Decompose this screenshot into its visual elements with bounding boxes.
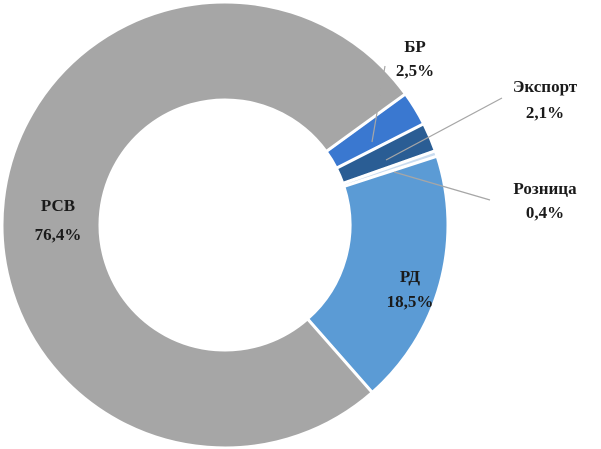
slice-label-value: 2,1% [526,103,564,122]
slice-label-value: 0,4% [526,203,564,222]
donut-slice [305,154,450,395]
slice-label-name: Экспорт [513,77,578,96]
slice-label-name: БР [404,37,426,56]
slice-label-value: 2,5% [396,61,434,80]
slice-label-value: 18,5% [387,292,434,311]
donut-slice [0,0,408,449]
leader-line [385,97,503,161]
leader-line [371,65,386,143]
slice-label-name: Розница [513,179,577,198]
slice-label-name: РСВ [41,196,75,215]
slice-label-name: РД [400,267,421,286]
slice-label-value: 76,4% [35,225,82,244]
leader-line [393,171,491,201]
